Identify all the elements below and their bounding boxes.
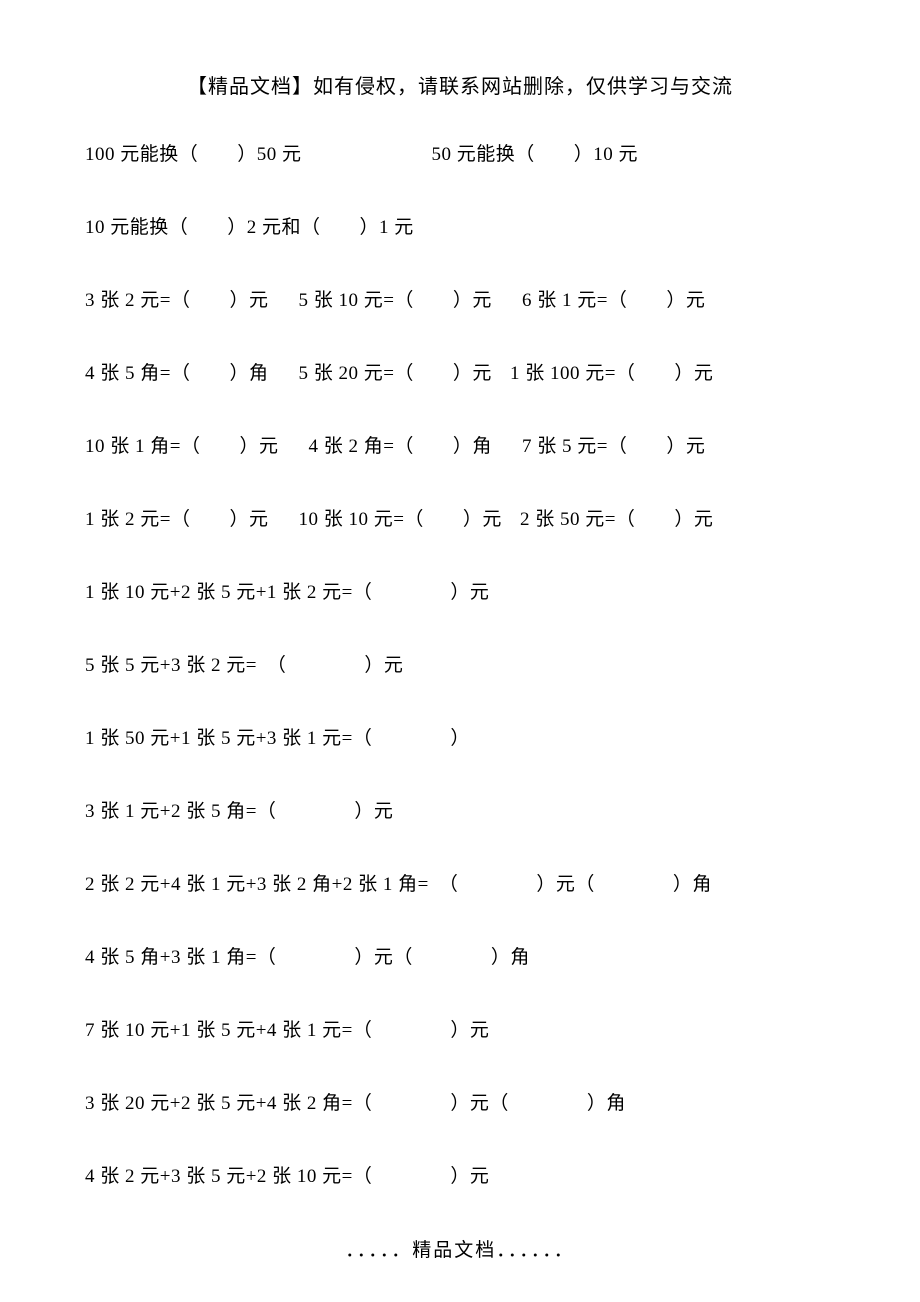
line-5a: 10 张 1 角=（ ）元 — [85, 436, 278, 457]
line-4: 4 张 5 角=（ ）角 5 张 20 元=（ ）元 1 张 100 元=（ ）元 — [85, 358, 835, 385]
line-5b: 4 张 2 角=（ ）角 — [308, 436, 491, 457]
line-2: 10 元能换（ ）2 元和（ ）1 元 — [85, 212, 835, 239]
line-9: 1 张 50 元+1 张 5 元+3 张 1 元=（ ） — [85, 723, 835, 750]
line-1a: 100 元能换（ ）50 元 — [85, 144, 302, 165]
line-4b: 5 张 20 元=（ ）元 — [298, 363, 491, 384]
line-4c: 1 张 100 元=（ ）元 — [510, 363, 713, 384]
line-3: 3 张 2 元=（ ）元 5 张 10 元=（ ）元 6 张 1 元=（ ）元 — [85, 285, 835, 312]
line-3c: 6 张 1 元=（ ）元 — [522, 290, 705, 311]
line-15: 4 张 2 元+3 张 5 元+2 张 10 元=（ ）元 — [85, 1161, 835, 1188]
line-1b: 50 元能换（ ）10 元 — [432, 144, 639, 165]
line-5c: 7 张 5 元=（ ）元 — [522, 436, 705, 457]
line-6b: 10 张 10 元=（ ）元 — [298, 509, 501, 530]
footer-text: ．．．．．精品文档．．．．．． — [0, 1235, 920, 1262]
line-3a: 3 张 2 元=（ ）元 — [85, 290, 268, 311]
line-13: 7 张 10 元+1 张 5 元+4 张 1 元=（ ）元 — [85, 1015, 835, 1042]
line-1: 100 元能换（ ）50 元 50 元能换（ ）10 元 — [85, 139, 835, 166]
line-4a: 4 张 5 角=（ ）角 — [85, 363, 268, 384]
line-8: 5 张 5 元+3 张 2 元= （ ）元 — [85, 650, 835, 677]
header-title: 【精品文档】如有侵权，请联系网站删除，仅供学习与交流 — [85, 70, 835, 99]
line-5: 10 张 1 角=（ ）元 4 张 2 角=（ ）角 7 张 5 元=（ ）元 — [85, 431, 835, 458]
line-6c: 2 张 50 元=（ ）元 — [520, 509, 713, 530]
line-7: 1 张 10 元+2 张 5 元+1 张 2 元=（ ）元 — [85, 577, 835, 604]
line-6: 1 张 2 元=（ ）元 10 张 10 元=（ ）元 2 张 50 元=（ ）元 — [85, 504, 835, 531]
line-6a: 1 张 2 元=（ ）元 — [85, 509, 268, 530]
line-11: 2 张 2 元+4 张 1 元+3 张 2 角+2 张 1 角= （ ）元（ ）… — [85, 869, 835, 896]
line-3b: 5 张 10 元=（ ）元 — [298, 290, 491, 311]
line-14: 3 张 20 元+2 张 5 元+4 张 2 角=（ ）元（ ）角 — [85, 1088, 835, 1115]
line-10: 3 张 1 元+2 张 5 角=（ ）元 — [85, 796, 835, 823]
line-12: 4 张 5 角+3 张 1 角=（ ）元（ ）角 — [85, 942, 835, 969]
